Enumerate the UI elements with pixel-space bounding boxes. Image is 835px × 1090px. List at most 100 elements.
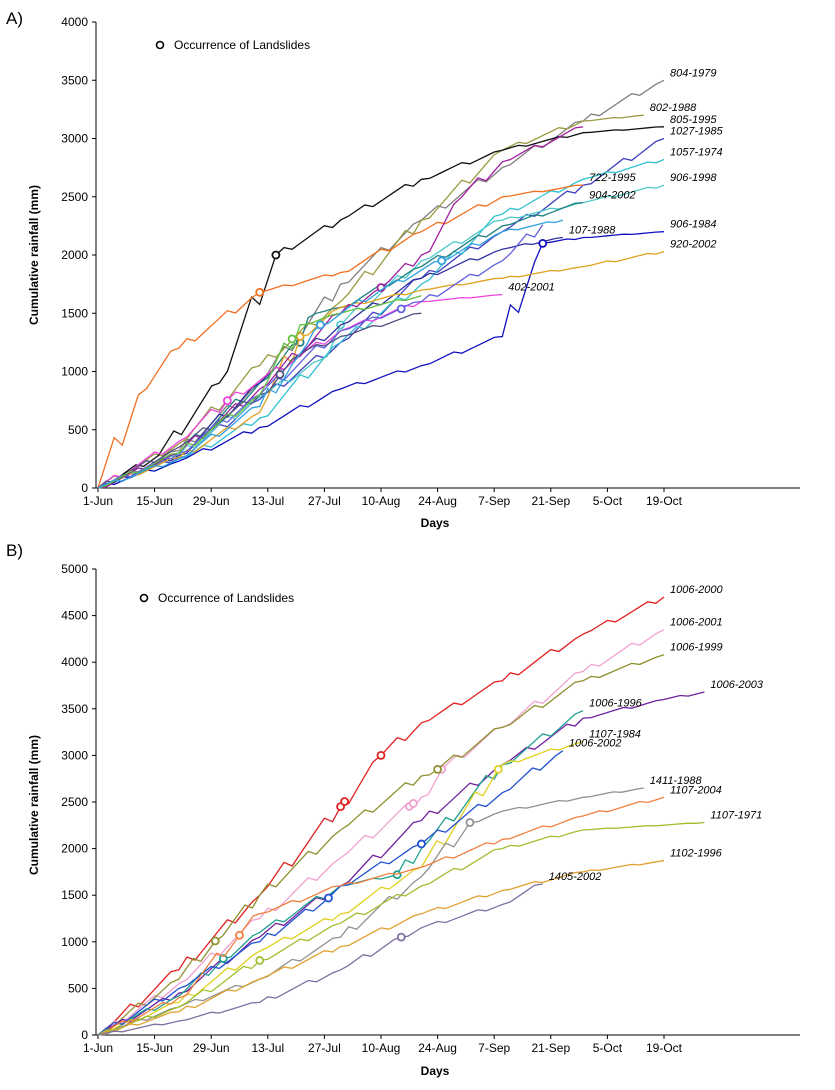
b-landslide-marker-4-0 (218, 954, 228, 963)
b-series-label-3: 1006-2003 (710, 679, 763, 691)
panel-b-legend-text: Occurrence of Landslides (158, 591, 294, 605)
b-x-tick-label-8: 21-Sep (531, 1041, 570, 1055)
a-series-label-1: 802-1988 (650, 102, 697, 114)
a-landslide-marker-9-0 (538, 238, 548, 248)
panel-b-label: B) (6, 541, 23, 560)
a-y-tick-label-5: 2500 (61, 190, 88, 204)
b-x-tick-label-6: 24-Aug (418, 1041, 457, 1055)
panel-a-legend-text: Occurrence of Landslides (174, 38, 310, 52)
b-landslide-marker-6-1 (417, 839, 426, 849)
b-series-line-2 (97, 654, 665, 1036)
a-y-tick-label-7: 3500 (61, 73, 88, 87)
a-landslide-marker-15-0 (287, 334, 297, 344)
b-landslide-marker-0-1 (340, 797, 350, 806)
b-y-tick-label-6: 3000 (61, 748, 88, 762)
b-landslide-marker-8-0 (235, 930, 244, 940)
a-series-line-7 (97, 201, 584, 489)
panel-b-x-label: Days (421, 1064, 450, 1078)
a-x-tick-label-8: 21-Sep (531, 494, 570, 508)
a-series-label-9: 906-1984 (670, 219, 717, 231)
a-x-tick-label-5: 10-Aug (362, 494, 401, 508)
b-y-tick-label-2: 1000 (61, 935, 88, 949)
panel-b: B) Cumulative rainfall (mm) Days Occurre… (6, 541, 800, 1078)
a-y-tick-label-0: 0 (81, 481, 88, 495)
a-landslide-marker-14-0 (275, 370, 285, 379)
a-series-line-15 (97, 295, 422, 489)
a-y-tick-label-1: 500 (68, 423, 88, 437)
a-x-tick-label-2: 29-Jun (193, 494, 230, 508)
a-x-tick-label-0: 1-Jun (83, 494, 113, 508)
a-x-tick-label-6: 24-Aug (418, 494, 457, 508)
a-series-label-0: 804-1979 (670, 67, 717, 79)
b-landslide-marker-7-0 (465, 818, 475, 827)
b-landslide-marker-2-1 (433, 764, 443, 774)
b-x-tick-label-3: 13-Jul (251, 1041, 284, 1055)
b-x-tick-label-5: 10-Aug (362, 1041, 401, 1055)
a-series-label-4: 1057-1974 (670, 146, 723, 158)
b-series-label-9: 1107-1971 (710, 810, 762, 822)
b-y-tick-label-1: 500 (68, 981, 88, 995)
a-landslide-marker-11-0 (222, 396, 232, 406)
a-series-label-11: 402-2001 (508, 282, 555, 294)
b-x-tick-label-1: 15-Jun (136, 1041, 173, 1055)
a-landslide-marker-16-0 (315, 320, 325, 330)
a-y-tick-label-8: 4000 (61, 15, 88, 29)
panel-b-legend-marker (139, 593, 149, 603)
b-y-tick-label-4: 2000 (61, 842, 88, 856)
b-landslide-marker-5-0 (493, 764, 503, 774)
a-y-tick-label-2: 1000 (61, 365, 88, 379)
b-series-line-7 (97, 787, 644, 1036)
a-series-label-6: 722-1995 (589, 172, 636, 184)
b-y-tick-label-5: 2500 (61, 795, 88, 809)
b-series-line-11 (97, 883, 543, 1036)
panel-a: A) Cumulative rainfall (mm) Days Occurre… (6, 9, 800, 530)
b-landslide-marker-1-1 (408, 798, 418, 808)
a-landslide-marker-16-1 (437, 256, 447, 266)
b-series-line-9 (97, 821, 705, 1036)
b-series-label-1: 1006-2001 (670, 617, 723, 629)
b-landslide-marker-9-0 (255, 956, 265, 965)
panel-a-x-label: Days (421, 516, 450, 530)
b-x-tick-label-9: 5-Oct (593, 1041, 623, 1055)
b-series-line-10 (97, 860, 665, 1036)
b-landslide-marker-2-0 (210, 936, 220, 946)
b-series-label-11: 1405-2002 (549, 871, 602, 883)
a-series-label-7: 904-2002 (589, 190, 636, 202)
a-landslide-marker-2-0 (271, 250, 281, 260)
b-series-label-7: 1411-1988 (650, 775, 703, 787)
b-y-tick-label-3: 1500 (61, 888, 88, 902)
b-series-label-2: 1006-1999 (670, 642, 723, 654)
a-series-label-5: 906-1998 (670, 172, 717, 184)
a-x-tick-label-1: 15-Jun (136, 494, 173, 508)
b-x-tick-label-10: 19-Oct (646, 1041, 683, 1055)
panel-b-plot: 0 500 1000 1500 2000 2500 3000 3500 4000 4500 5000… (61, 562, 764, 1055)
b-landslide-marker-0-2 (376, 751, 386, 760)
b-series-line-3 (97, 691, 705, 1036)
b-series-label-6: 1006-2002 (569, 738, 622, 750)
b-x-tick-label-0: 1-Jun (83, 1041, 113, 1055)
b-y-tick-label-0: 0 (81, 1028, 88, 1042)
b-x-tick-label-4: 27-Jul (308, 1041, 341, 1055)
b-y-tick-label-9: 4500 (61, 609, 88, 623)
a-x-tick-label-4: 27-Jul (308, 494, 341, 508)
b-y-tick-label-7: 3500 (61, 702, 88, 716)
a-y-tick-label-4: 2000 (61, 248, 88, 262)
panel-a-legend: Occurrence of Landslides (155, 38, 310, 52)
panel-b-y-label: Cumulative rainfall (mm) (27, 735, 41, 875)
a-series-line-2 (97, 126, 665, 489)
panel-b-legend: Occurrence of Landslides (139, 591, 294, 605)
a-series-line-1 (97, 114, 644, 489)
a-series-label-10: 920-2002 (670, 239, 717, 251)
a-series-label-8: 107-1988 (569, 225, 616, 237)
b-series-line-1 (97, 629, 665, 1036)
a-y-tick-label-6: 3000 (61, 132, 88, 146)
panel-a-y-label: Cumulative rainfall (mm) (27, 185, 41, 325)
a-series-line-9 (97, 231, 665, 489)
a-series-label-3: 1027-1985 (670, 126, 723, 138)
panel-a-label: A) (6, 9, 23, 28)
a-series-line-13 (97, 224, 544, 489)
a-x-tick-label-9: 5-Oct (593, 494, 623, 508)
b-series-line-5 (97, 740, 584, 1036)
a-x-tick-label-3: 13-Jul (251, 494, 284, 508)
